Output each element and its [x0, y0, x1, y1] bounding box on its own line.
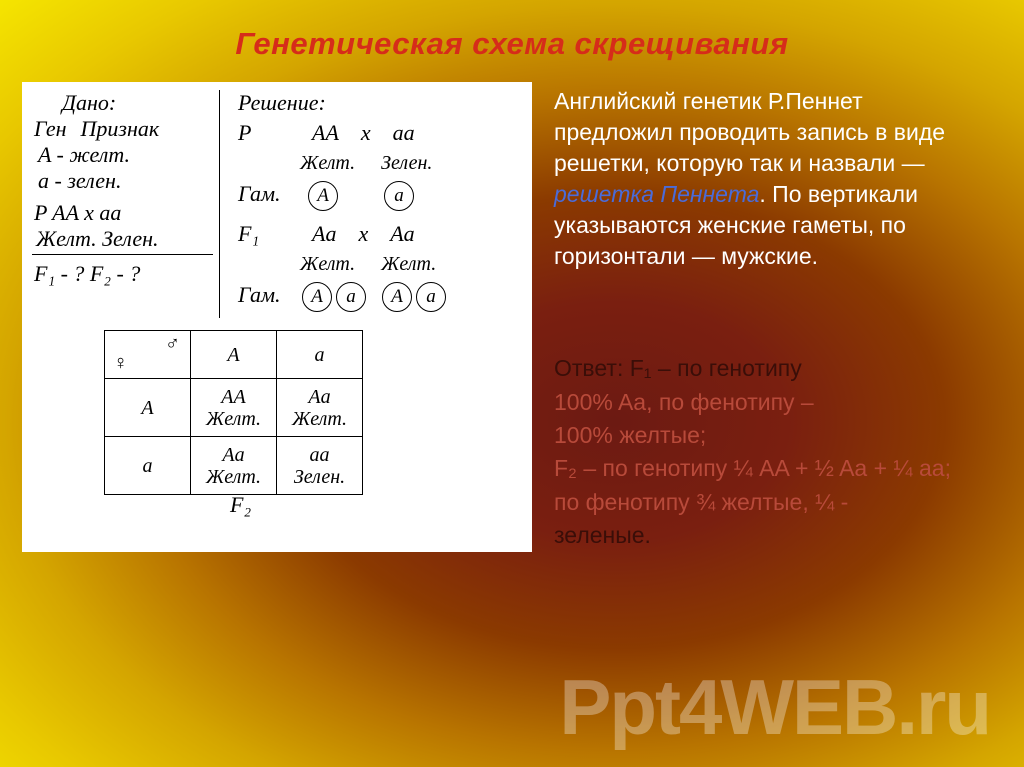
solution-header: Решение:: [238, 90, 522, 116]
allele-A: A - желт.: [32, 142, 213, 168]
female-icon: ♀: [113, 352, 128, 374]
problem-panel: Дано: Ген Признак A - желт. a - зелен. P…: [22, 82, 532, 552]
cell-Aa2: AaЖелт.: [191, 437, 277, 495]
gamete-A2: A: [382, 282, 412, 312]
answer-line1: Ответ: F₁ – по генотипу: [554, 352, 984, 385]
label-gam1: Гам.: [238, 181, 292, 207]
parent-cross: P AA x aa: [32, 200, 213, 226]
gamete-A: A: [308, 181, 338, 211]
punnett-corner: ♀ ♂: [105, 331, 191, 379]
given-block: Дано: Ген Признак A - желт. a - зелен. P…: [32, 90, 220, 318]
watermark: Ppt4WEB.ru: [559, 662, 990, 753]
description-panel: Английский генетик Р.Пеннет предложил пр…: [554, 82, 984, 552]
answer-line5: по фенотипу ¾ желтые, ¼ -: [554, 486, 984, 519]
gamete-a2: a: [416, 282, 446, 312]
cell-AA: AAЖелт.: [191, 379, 277, 437]
answer-line4: F₂ – по генотипу ¼ AA + ½ Aa + ¼ aa;: [554, 452, 984, 485]
answer-line2: 100% Aa, по фенотипу –: [554, 386, 984, 419]
solution-block: Решение: P AA x aa Желт. Зелен.: [220, 90, 522, 318]
f1-pheno-left: Желт.: [300, 253, 355, 276]
label-F1: F₁: [238, 221, 292, 247]
p-left: AA: [312, 120, 339, 146]
cell-aa: aaЗелен.: [277, 437, 363, 495]
male-icon: ♂: [165, 333, 180, 355]
col-hdr-a: a: [277, 331, 363, 379]
p-pheno-left: Желт.: [300, 152, 355, 175]
parent-pheno: Желт. Зелен.: [32, 226, 213, 255]
col-gene: Ген: [34, 116, 67, 142]
given-header: Дано:: [32, 90, 213, 116]
p-right: aa: [393, 120, 415, 146]
allele-a: a - зелен.: [32, 168, 213, 194]
content-row: Дано: Ген Признак A - желт. a - зелен. P…: [0, 62, 1024, 552]
answer-line3: 100% желтые;: [554, 419, 984, 452]
row-hdr-A: A: [105, 379, 191, 437]
desc-before: Английский генетик Р.Пеннет предложил пр…: [554, 88, 945, 176]
question-row: F₁ - ? F₂ - ?: [32, 261, 213, 287]
cross-x-2: x: [358, 221, 368, 247]
p-pheno-right: Зелен.: [381, 152, 432, 175]
slide-title: Генетическая схема скрещивания: [0, 0, 1024, 62]
row-hdr-a: a: [105, 437, 191, 495]
punnett-term: решетка Пеннета: [554, 181, 759, 207]
f1-right: Aa: [390, 221, 414, 247]
f1-pheno-right: Желт.: [381, 253, 436, 276]
col-hdr-A: A: [191, 331, 277, 379]
label-gam2: Гам.: [238, 282, 292, 308]
gamete-a1: a: [336, 282, 366, 312]
cross-x: x: [361, 120, 371, 146]
gamete-a: a: [384, 181, 414, 211]
f1-left: Aa: [312, 221, 336, 247]
cell-Aa: AaЖелт.: [277, 379, 363, 437]
answer-block: Ответ: F₁ – по генотипу 100% Aa, по фено…: [554, 352, 984, 552]
answer-line6: зеленые.: [554, 519, 984, 552]
punnett-square: ♀ ♂ A a A AAЖелт. AaЖелт. a AaЖелт. aaЗе…: [104, 330, 363, 495]
gamete-A1: A: [302, 282, 332, 312]
col-trait: Признак: [81, 116, 160, 142]
label-P: P: [238, 120, 292, 146]
label-F2: F₂: [230, 492, 251, 518]
description-text: Английский генетик Р.Пеннет предложил пр…: [554, 86, 984, 272]
